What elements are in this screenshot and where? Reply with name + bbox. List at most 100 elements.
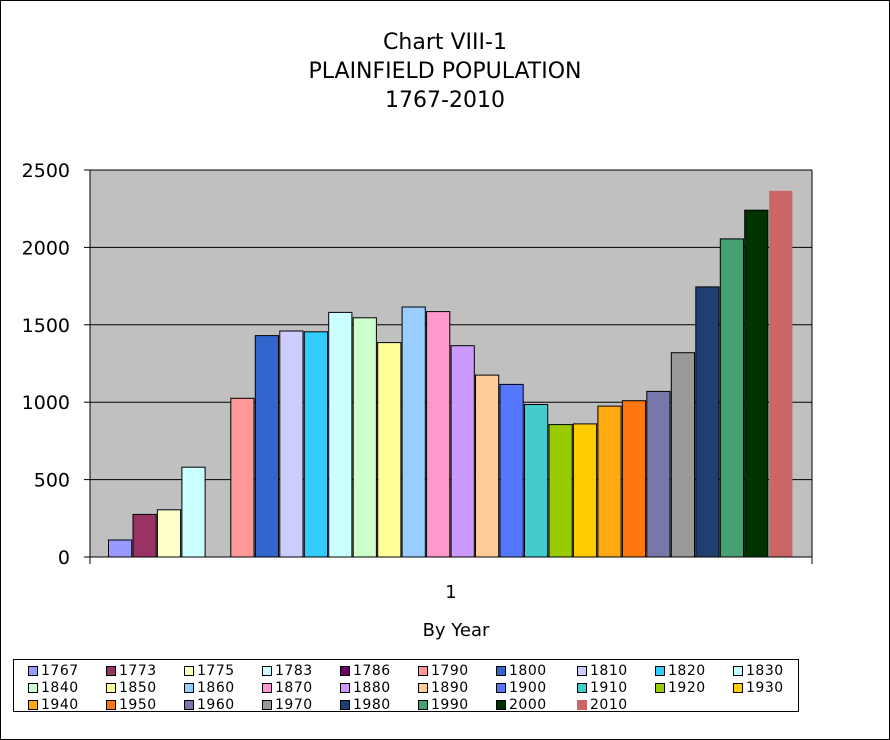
legend-item-1800: 1800: [496, 662, 547, 679]
legend-label: 1850: [119, 679, 157, 696]
legend-swatch: [496, 699, 506, 710]
legend-item-1790: 1790: [418, 662, 469, 679]
legend-swatch: [262, 699, 272, 710]
legend-item-1870: 1870: [262, 679, 313, 696]
legend-swatch: [262, 682, 272, 693]
legend-label: 1940: [41, 696, 79, 713]
x-axis-label: By Year: [423, 620, 490, 641]
legend-item-1950: 1950: [106, 696, 157, 713]
legend-item-1970: 1970: [262, 696, 313, 713]
bar-1820: [303, 331, 328, 558]
bar-1860: [401, 306, 426, 558]
legend-swatch: [28, 682, 38, 693]
y-tick-label: 1500: [22, 315, 70, 337]
legend-label: 1820: [668, 662, 706, 679]
legend-label: 1790: [431, 662, 469, 679]
bars: [108, 190, 793, 558]
legend-item-1775: 1775: [184, 662, 235, 679]
bar-1800: [254, 335, 280, 558]
legend-swatch: [262, 665, 272, 676]
legend-label: 1960: [197, 696, 235, 713]
bar-1890: [475, 374, 500, 558]
legend-label: 1860: [197, 679, 235, 696]
y-tick-labels: 0 500 1000 1500 2000 2500: [22, 160, 70, 569]
bar-2000: [744, 209, 769, 558]
legend-item-1783: 1783: [262, 662, 313, 679]
legend-swatch: [106, 699, 116, 710]
legend-item-1930: 1930: [733, 679, 784, 696]
legend-swatch: [418, 665, 428, 676]
legend-item-2010: 2010: [577, 696, 628, 713]
legend-swatch: [106, 682, 116, 693]
legend-item-1980: 1980: [340, 696, 391, 713]
bar-1773: [132, 513, 157, 558]
bar-1830: [328, 311, 353, 558]
legend-label: 1950: [119, 696, 157, 713]
legend-item-1810: 1810: [577, 662, 628, 679]
bar-1767: [108, 539, 133, 558]
chart-title-line-2: PLAINFIELD POPULATION: [308, 59, 582, 84]
legend-label: 1910: [590, 679, 628, 696]
y-tick-label: 0: [58, 547, 70, 569]
legend-item-1830: 1830: [733, 662, 784, 679]
legend-swatch: [418, 699, 428, 710]
legend-label: 1880: [353, 679, 391, 696]
legend-swatch: [418, 682, 428, 693]
legend-item-1960: 1960: [184, 696, 235, 713]
legend-item-1880: 1880: [340, 679, 391, 696]
legend-label: 1900: [509, 679, 547, 696]
legend-swatch: [496, 682, 506, 693]
legend-item-1890: 1890: [418, 679, 469, 696]
legend-swatch: [733, 665, 743, 676]
legend-label: 1980: [353, 696, 391, 713]
y-tick-label: 2000: [22, 237, 70, 259]
legend-item-1786: 1786: [340, 662, 391, 679]
legend-swatch: [496, 665, 506, 676]
bar-1790: [230, 397, 255, 558]
bar-1870: [426, 311, 451, 558]
y-tick-label: 1000: [22, 392, 70, 414]
legend-label: 1830: [746, 662, 784, 679]
legend-label: 2010: [590, 696, 628, 713]
axes: [89, 169, 813, 564]
bar-1990: [719, 238, 744, 558]
bar-1960: [646, 390, 671, 558]
legend-label: 1783: [275, 662, 313, 679]
legend-label: 1930: [746, 679, 784, 696]
legend-swatch: [28, 665, 38, 676]
y-tick-label: 500: [34, 470, 70, 492]
legend-item-1900: 1900: [496, 679, 547, 696]
chart-title-line-1: Chart VIII-1: [383, 30, 507, 55]
legend-label: 1786: [353, 662, 391, 679]
legend-item-1850: 1850: [106, 679, 157, 696]
x-category-label: 1: [445, 582, 456, 603]
legend-swatch: [184, 682, 194, 693]
legend-swatch: [577, 665, 587, 676]
bar-1810: [279, 330, 304, 558]
bar-1840: [352, 317, 377, 558]
legend-swatch: [340, 665, 350, 676]
legend-item-2000: 2000: [496, 696, 547, 713]
legend-item-1920: 1920: [655, 679, 706, 696]
legend-label: 1970: [275, 696, 313, 713]
legend-label: 1773: [119, 662, 157, 679]
legend-item-1910: 1910: [577, 679, 628, 696]
legend-swatch: [340, 682, 350, 693]
legend-label: 1775: [197, 662, 235, 679]
bar-1910: [524, 404, 549, 558]
bar-1940: [597, 405, 622, 558]
bar-1775: [156, 509, 182, 558]
bar-1950: [621, 400, 647, 558]
legend-item-1840: 1840: [28, 679, 79, 696]
bar-1970: [670, 352, 695, 558]
bar-1900: [499, 383, 524, 558]
bar-1930: [572, 423, 598, 558]
bar-1920: [548, 424, 573, 558]
chart-title: Chart VIII-1 PLAINFIELD POPULATION 1767-…: [0, 28, 890, 115]
legend-swatch: [184, 665, 194, 676]
legend-swatch: [184, 699, 194, 710]
legend-swatch: [340, 699, 350, 710]
legend-swatch: [106, 665, 116, 676]
legend-label: 1920: [668, 679, 706, 696]
